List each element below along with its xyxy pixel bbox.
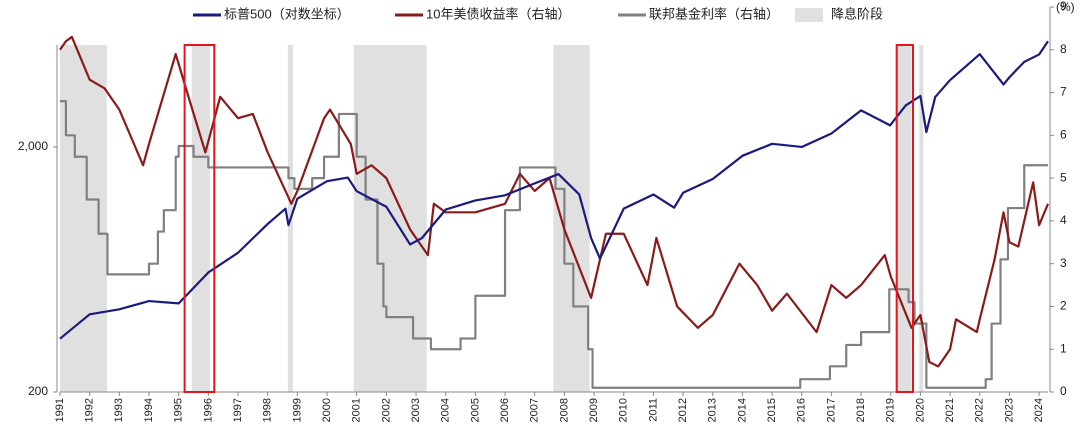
x-tick-label: 2020 <box>914 398 926 422</box>
y2-tick-label: 1 <box>1060 341 1067 355</box>
legend-label: 联邦基金利率（右轴） <box>649 6 779 21</box>
x-tick-label: 1994 <box>143 398 155 422</box>
legend-label: 标普500（对数坐标） <box>224 6 350 21</box>
x-tick-label: 2002 <box>380 398 392 422</box>
shaded-period <box>919 45 924 392</box>
y2-tick-label: 4 <box>1060 213 1067 227</box>
shaded-period <box>191 45 210 392</box>
x-tick-label: 2006 <box>499 398 511 422</box>
x-tick-label: 1999 <box>291 398 303 422</box>
x-tick-label: 2017 <box>825 398 837 422</box>
x-tick-label: 2024 <box>1033 398 1045 422</box>
x-tick-label: 2008 <box>558 398 570 422</box>
series-line <box>59 40 1049 340</box>
y2-axis-label: (%) <box>1056 0 1075 14</box>
x-tick-label: 2000 <box>321 398 333 422</box>
shaded-period <box>60 45 107 392</box>
y2-tick-label: 6 <box>1060 128 1067 142</box>
x-tick-label: 2001 <box>351 398 363 422</box>
x-tick-label: 1995 <box>173 398 185 422</box>
x-tick-label: 2014 <box>736 398 748 422</box>
x-tick-label: 2011 <box>647 398 659 422</box>
highlight-box <box>895 44 915 393</box>
y2-tick-label: 2 <box>1060 299 1067 313</box>
x-tick-label: 1991 <box>54 398 66 422</box>
series-line <box>60 100 1048 389</box>
x-tick-label: 1997 <box>232 398 244 422</box>
x-tick-label: 2009 <box>588 398 600 422</box>
y2-tick-label: 9 <box>1060 0 1067 13</box>
x-tick-label: 1996 <box>202 398 214 422</box>
highlight-box <box>183 44 216 393</box>
x-tick-label: 2003 <box>410 398 422 422</box>
x-tick-label: 1992 <box>84 398 96 422</box>
y2-tick-label: 5 <box>1060 170 1067 184</box>
x-tick-label: 1998 <box>262 398 274 422</box>
y2-tick-label: 0 <box>1060 384 1067 398</box>
y-tick-label: 200 <box>28 384 48 398</box>
y2-tick-label: 8 <box>1060 42 1067 56</box>
x-tick-label: 2013 <box>707 398 719 422</box>
x-tick-label: 2021 <box>944 398 956 422</box>
shaded-period <box>896 45 912 392</box>
legend-label: 10年美债收益率（右轴） <box>426 6 570 21</box>
legend-label: 降息阶段 <box>831 6 883 21</box>
x-tick-label: 1993 <box>113 398 125 422</box>
x-tick-label: 2007 <box>529 398 541 422</box>
y2-tick-label: 7 <box>1060 85 1067 99</box>
series-line <box>59 35 1050 368</box>
x-tick-label: 2019 <box>885 398 897 422</box>
shaded-period <box>553 45 590 392</box>
shaded-period <box>353 45 427 392</box>
x-tick-label: 2023 <box>1003 398 1015 422</box>
x-tick-label: 2016 <box>796 398 808 422</box>
y2-tick-label: 3 <box>1060 256 1067 270</box>
x-tick-label: 2004 <box>440 398 452 422</box>
x-tick-label: 2010 <box>618 398 630 422</box>
legend-swatch <box>795 8 823 22</box>
x-tick-label: 2005 <box>469 398 481 422</box>
x-tick-label: 2022 <box>974 398 986 422</box>
y-tick-label: 2,000 <box>18 139 48 153</box>
x-tick-label: 2012 <box>677 398 689 422</box>
x-tick-label: 2015 <box>766 398 778 422</box>
x-tick-label: 2018 <box>855 398 867 422</box>
